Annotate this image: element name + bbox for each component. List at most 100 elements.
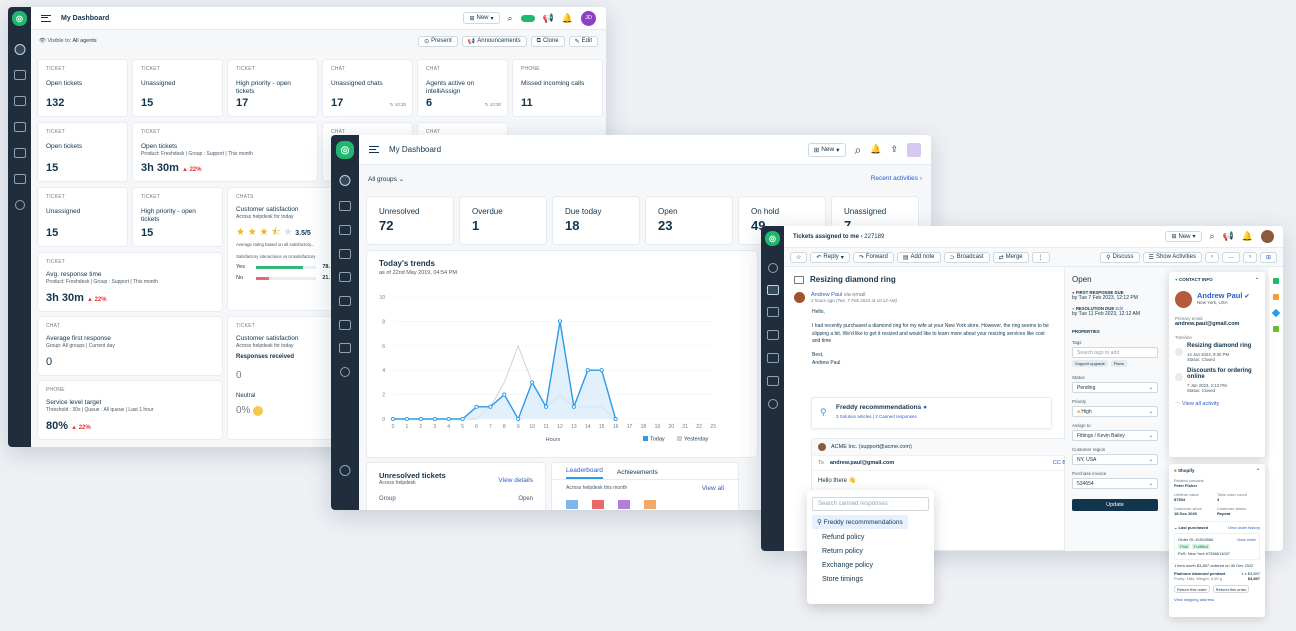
contacts-icon[interactable] <box>339 225 351 235</box>
knowledge-base-icon[interactable] <box>13 122 26 132</box>
discuss-button[interactable]: ⚲ Discuss <box>1100 251 1140 263</box>
tag-chip[interactable]: Support upgrade <box>1072 360 1108 367</box>
view-all-link[interactable]: View all <box>701 485 724 492</box>
notifications-icon[interactable]: 🔔 <box>870 144 882 154</box>
tab-achievements[interactable]: Achievements <box>616 469 658 476</box>
freshdesk-logo[interactable]: ◎ <box>765 231 780 246</box>
assign-select[interactable]: Fittings / Kevin Bailey ⌄ <box>1072 430 1158 441</box>
refund-order-button[interactable]: Refund this order <box>1212 585 1250 593</box>
reports-icon[interactable] <box>13 174 26 184</box>
present-button[interactable]: ⊙ Present <box>418 35 458 47</box>
contacts-icon[interactable] <box>13 96 26 106</box>
rd-edit-link[interactable]: Edit <box>1115 306 1123 311</box>
widget-missed-calls[interactable]: PHONE Missed incoming calls 11 <box>513 60 602 116</box>
show-activities-button[interactable]: ☰ Show Activities <box>1142 251 1202 263</box>
tickets-icon[interactable] <box>766 285 779 295</box>
collapse-icon[interactable]: ⌃ <box>1256 468 1260 473</box>
priority-select[interactable]: ■ High ⌄ <box>1072 406 1158 417</box>
avatar[interactable] <box>907 142 921 157</box>
menu-icon[interactable] <box>41 14 51 22</box>
view-order-history[interactable]: View order history <box>1228 525 1260 530</box>
next-ticket-button[interactable]: › <box>1242 251 1257 263</box>
announcements-icon[interactable]: 📢 <box>542 12 554 23</box>
forums-icon[interactable] <box>339 296 351 306</box>
search-icon[interactable]: ⌕ <box>854 142 862 157</box>
widget-avg-response[interactable]: TICKET Avg. response time Product: Freshde… <box>38 253 222 311</box>
widget-high-priority[interactable]: TICKET High priority - open tickets 17 <box>228 60 317 116</box>
dashboard-icon[interactable] <box>14 44 25 55</box>
broadcast-button[interactable]: ⊃ Broadcast <box>943 251 990 263</box>
widget-open-tickets-time[interactable]: TICKET Open tickets Product: Freshdesk | G… <box>133 123 317 181</box>
widget-first-response[interactable]: CHAT Average first response Group: All gro… <box>38 317 222 375</box>
freshdesk-logo[interactable]: ◎ <box>12 11 27 26</box>
freddy-subtitle[interactable]: 3 Solution articles | 2 Canned responses <box>836 414 917 419</box>
widget-csat[interactable]: CHATS Customer satisfaction Across helpd… <box>228 188 338 310</box>
star-button[interactable]: ☆ <box>790 251 808 263</box>
reply-body[interactable]: Hello there <box>818 478 848 484</box>
stat-due-today[interactable]: Due today 18 <box>553 197 639 244</box>
chat-toggle-icon[interactable] <box>520 14 535 22</box>
collapse-icon[interactable]: ⌃ <box>1255 277 1259 282</box>
stat-unresolved[interactable]: Unresolved 72 <box>367 197 453 244</box>
tickets-icon[interactable] <box>339 201 351 211</box>
dashboard-icon[interactable] <box>767 263 778 273</box>
widget-open-tickets[interactable]: TICKET Open tickets 132 <box>38 60 127 116</box>
widget-csat-2[interactable]: TICKET Customer satisfaction Across helpde… <box>228 317 338 439</box>
sender-name[interactable]: Andrew Paul <box>811 292 843 298</box>
stat-overdue[interactable]: Overdue 1 <box>460 197 546 244</box>
tab-leaderboard[interactable]: Leaderboard <box>566 467 603 479</box>
visible-value[interactable]: All agents <box>72 38 97 44</box>
region-select[interactable]: NY, USA ⌄ <box>1072 454 1158 465</box>
knowledge-base-icon[interactable] <box>339 272 351 282</box>
return-order-button[interactable]: Return this order <box>1174 585 1210 593</box>
freddy-card[interactable]: ⚲ Freddy recommmendations ● 3 Solution a… <box>811 397 1052 429</box>
forums-icon[interactable] <box>13 148 26 158</box>
settings-icon[interactable] <box>14 200 25 210</box>
prev-ticket-button[interactable]: ‹ <box>1204 251 1219 263</box>
freshdesk-logo[interactable]: ◎ <box>336 141 354 159</box>
announcements-button[interactable]: 📢 Announcements <box>461 35 527 47</box>
settings-icon[interactable] <box>767 399 778 409</box>
new-button[interactable]: ⊞ New ▾ <box>463 12 500 24</box>
canned-item-return[interactable]: Return policy <box>822 548 863 555</box>
app-icon-blue[interactable] <box>1271 308 1281 318</box>
settings-icon[interactable] <box>340 367 350 377</box>
contact-name[interactable]: Andrew Paul <box>1197 291 1243 300</box>
widget-unassigned-chats[interactable]: CHAT Unassigned chats 17 ↻ 10:30 <box>323 60 412 116</box>
update-button[interactable]: Update <box>1072 499 1158 511</box>
calendar-icon[interactable] <box>339 320 351 330</box>
widget-high-priority-2[interactable]: TICKET High priority - open tickets 15 <box>133 188 222 246</box>
ticket-nav-more[interactable]: … <box>1221 251 1240 263</box>
timeline-item-2[interactable]: Discounts for ordering online 7 Jan 2023,… <box>1175 368 1259 393</box>
forward-button[interactable]: ↷ Forward <box>852 251 894 263</box>
recent-activities-link[interactable]: Recent activities › <box>870 175 922 182</box>
search-icon[interactable]: ⌕ <box>507 12 513 23</box>
apps-button[interactable]: ⊞ <box>1259 251 1277 263</box>
canned-item-store-timings[interactable]: Store timings <box>822 576 863 583</box>
forums-icon[interactable] <box>766 353 779 363</box>
view-details-link[interactable]: View details <box>498 477 533 484</box>
menu-icon[interactable] <box>369 146 379 153</box>
search-icon[interactable]: ⌕ <box>1209 231 1215 241</box>
add-note-button[interactable]: ▤ Add note <box>896 251 941 263</box>
cc-bcc-link[interactable]: CC BCC <box>1052 460 1074 466</box>
widget-unassigned[interactable]: TICKET Unassigned 15 <box>133 60 222 116</box>
view-order-link[interactable]: View order <box>1236 537 1256 542</box>
canned-search-input[interactable]: Search canned responses <box>812 497 929 511</box>
share-icon[interactable]: ⇪ <box>890 144 898 154</box>
status-select[interactable]: Pending ⌄ <box>1072 382 1158 393</box>
knowledge-base-icon[interactable] <box>766 330 779 340</box>
new-button[interactable]: ⊞ New ▾ <box>807 142 846 157</box>
new-button[interactable]: ⊞ New ▾ <box>1165 231 1202 242</box>
avatar[interactable]: JD <box>581 10 596 26</box>
invoice-select[interactable]: 534654 ⌄ <box>1072 478 1158 489</box>
alerts-icon[interactable] <box>339 249 351 259</box>
tickets-icon[interactable] <box>13 70 26 80</box>
notifications-icon[interactable]: 🔔 <box>561 12 573 23</box>
avatar[interactable] <box>1261 230 1274 243</box>
breadcrumb-parent[interactable]: Tickets assigned to me <box>793 233 859 240</box>
reports-icon[interactable] <box>766 376 779 386</box>
contact-email[interactable]: andrew.paul@gmail.com <box>1175 321 1240 327</box>
groups-filter[interactable]: All groups ⌄ <box>368 175 405 183</box>
canned-item-refund[interactable]: Refund policy <box>822 534 865 541</box>
